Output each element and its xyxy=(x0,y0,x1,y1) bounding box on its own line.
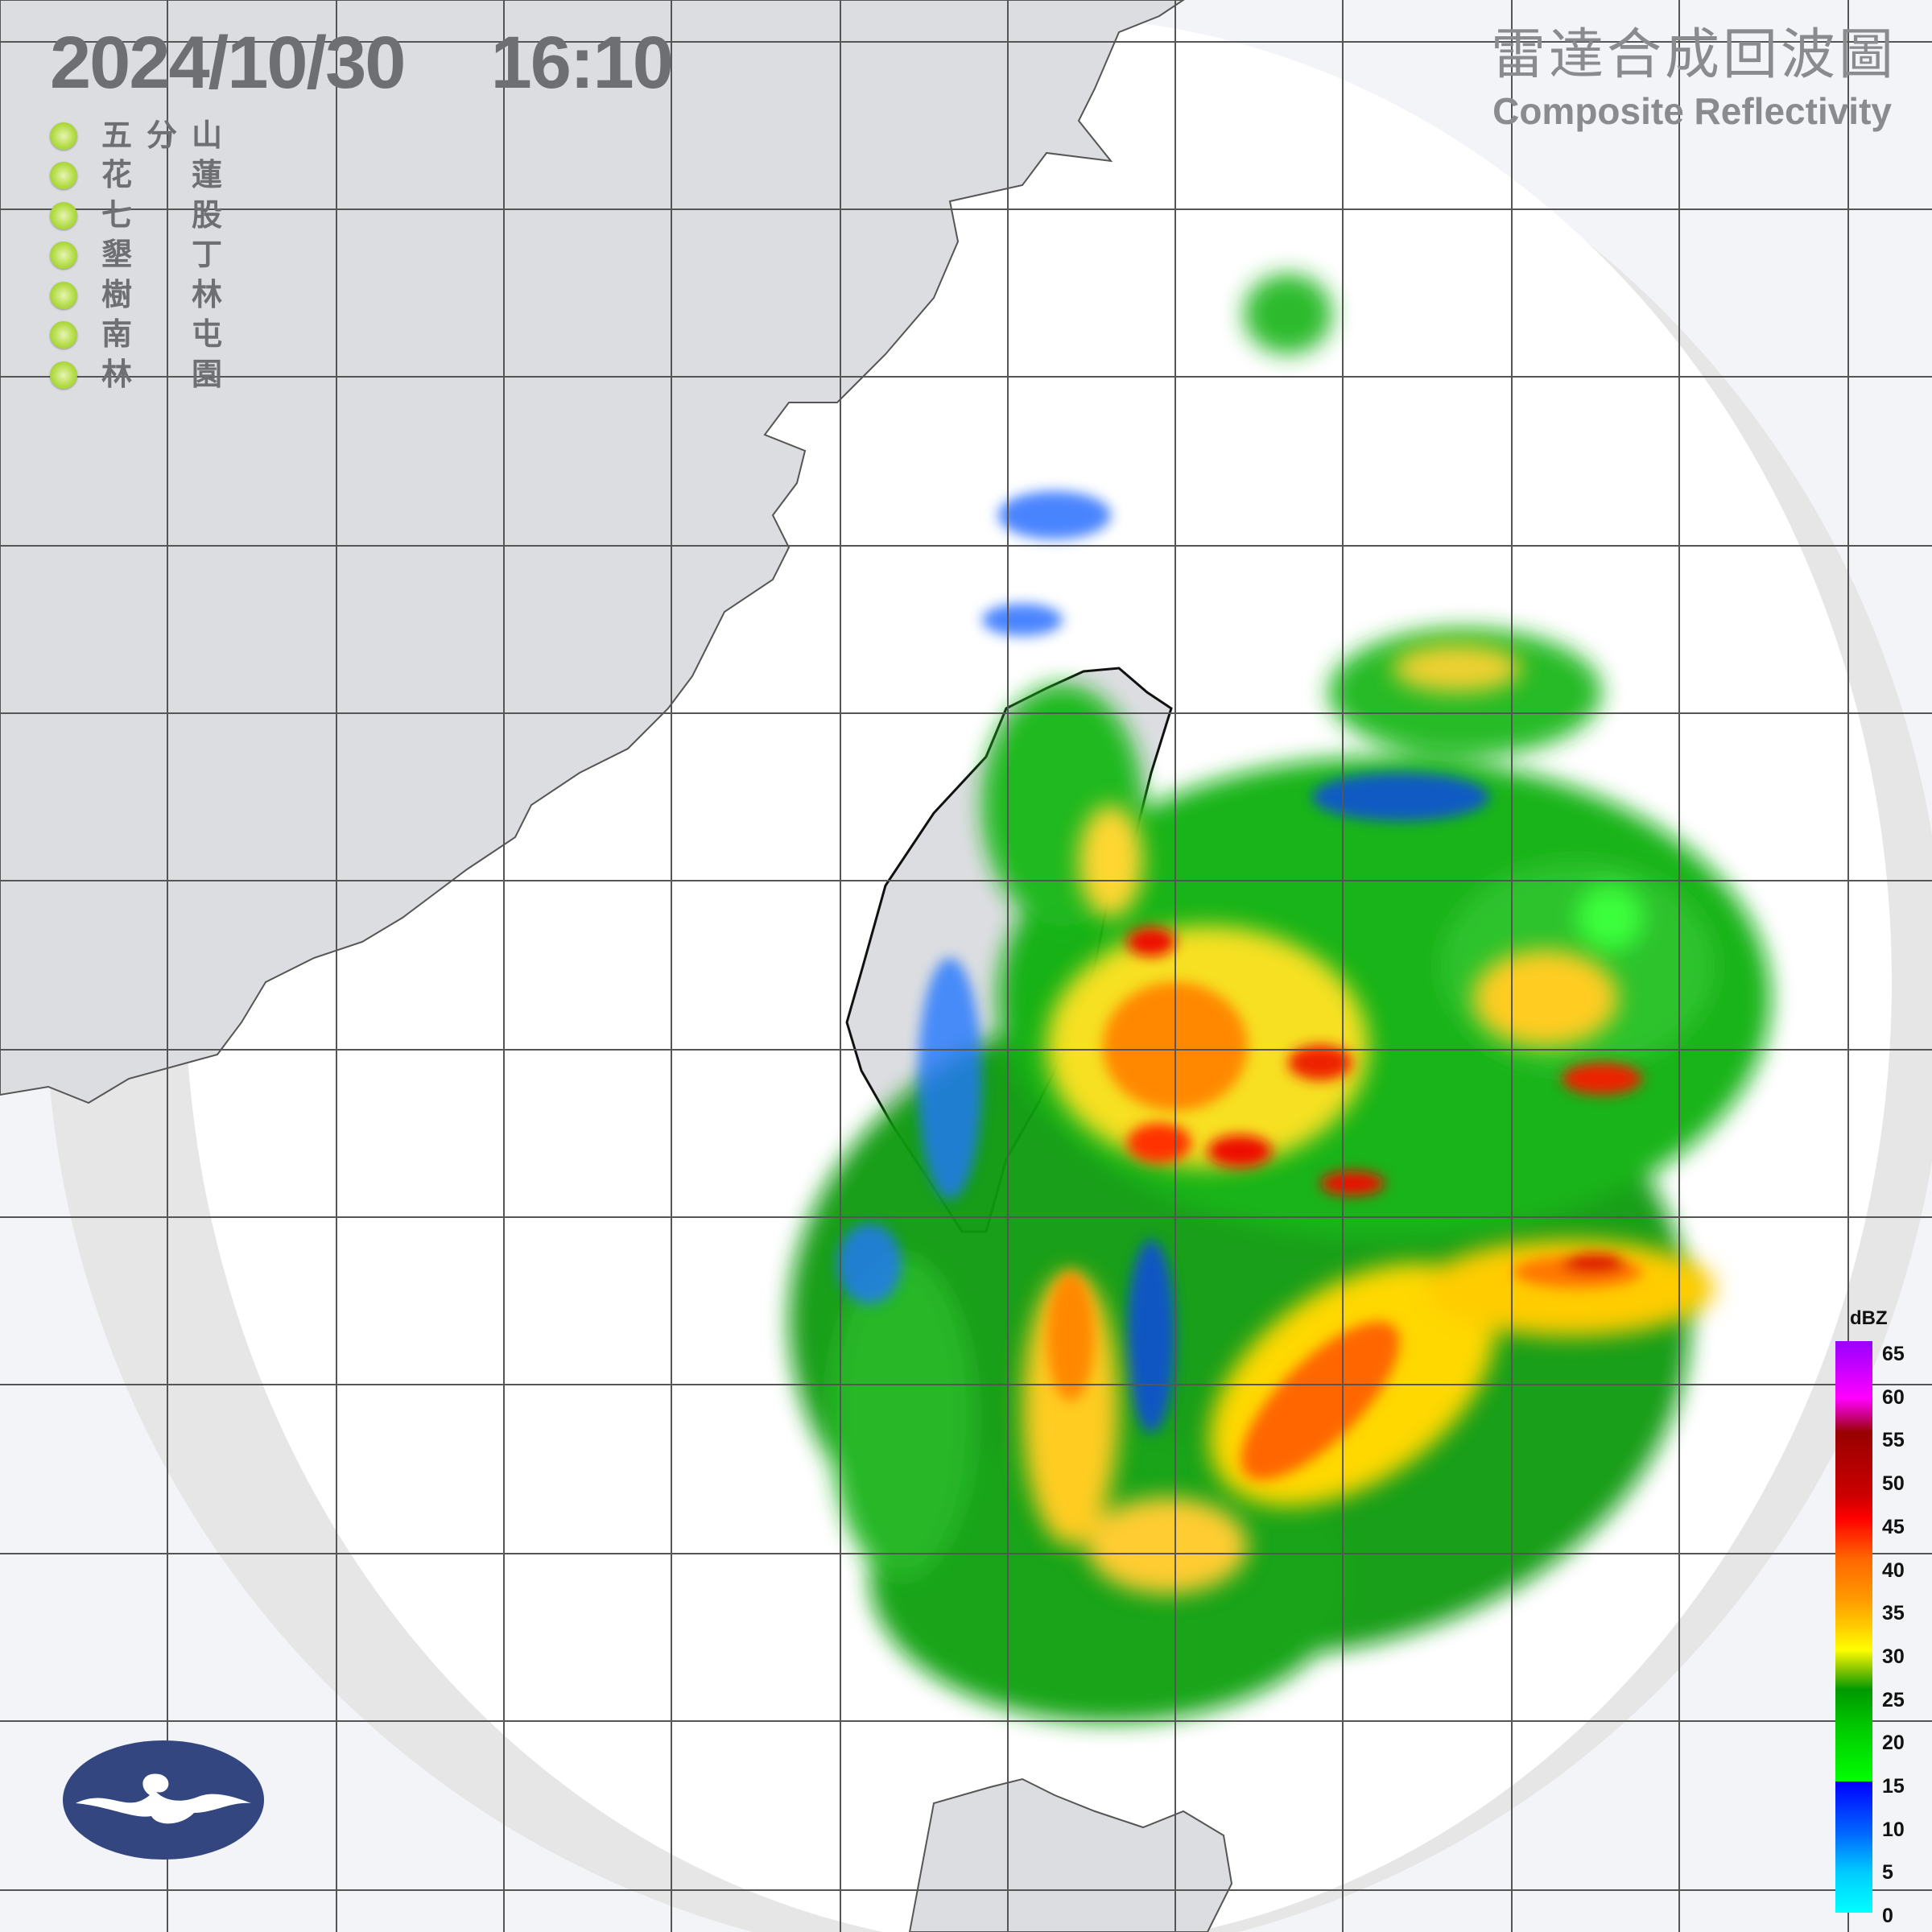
station-status-icon xyxy=(50,361,77,389)
legend-tick-label: 0 xyxy=(1882,1905,1893,1928)
legend-tick-label: 60 xyxy=(1882,1385,1905,1409)
legend-tick-label: 55 xyxy=(1882,1429,1905,1452)
legend-tick-label: 20 xyxy=(1882,1732,1905,1755)
legend-color-bar xyxy=(1835,1341,1872,1913)
station-item: 墾丁 xyxy=(50,236,222,276)
station-status-icon xyxy=(50,321,77,349)
station-name-char: 南 xyxy=(101,318,133,353)
station-item: 樹林 xyxy=(50,275,222,316)
station-name-char: 蓮 xyxy=(191,159,222,193)
station-name-char: 園 xyxy=(191,357,222,392)
station-name-char: 股 xyxy=(191,198,222,233)
station-item: 花蓮 xyxy=(50,156,222,196)
station-name-char: 墾 xyxy=(101,238,133,273)
map-title-chinese: 雷達合成回波圖 xyxy=(1490,24,1897,85)
station-status-icon xyxy=(50,122,77,150)
observation-timestamp: 2024/10/30 16:10 xyxy=(50,22,674,104)
legend-tick-label: 40 xyxy=(1882,1558,1905,1582)
china-coast-land xyxy=(0,0,1185,1104)
legend-tick-label: 50 xyxy=(1882,1472,1905,1496)
station-status-icon xyxy=(50,242,77,270)
legend-tick-label: 45 xyxy=(1882,1515,1905,1538)
station-name-char: 花 xyxy=(101,159,133,193)
station-name-char: 林 xyxy=(191,278,222,312)
station-item: 五分山 xyxy=(50,116,222,156)
legend-tick-label: 30 xyxy=(1882,1645,1905,1668)
legend-tick-label: 5 xyxy=(1882,1861,1893,1885)
legend-unit: dBZ xyxy=(1850,1307,1888,1329)
radar-station-list: 五分山 花蓮 七股 墾丁 樹林 南屯 林園 xyxy=(50,116,222,395)
legend-tick-label: 35 xyxy=(1882,1602,1905,1625)
philippines-land xyxy=(908,1777,1233,1932)
station-item: 南屯 xyxy=(50,316,222,356)
station-item: 林園 xyxy=(50,355,222,395)
legend-tick-label: 15 xyxy=(1882,1775,1905,1798)
legend-tick-label: 25 xyxy=(1882,1688,1905,1711)
station-item: 七股 xyxy=(50,196,222,236)
station-name-char: 五 xyxy=(101,118,133,153)
station-name-char: 山 xyxy=(191,118,222,153)
station-name-char: 七 xyxy=(101,198,133,233)
station-name-char: 屯 xyxy=(191,318,222,353)
station-name-char: 林 xyxy=(101,357,133,392)
legend-tick-label: 10 xyxy=(1882,1818,1905,1841)
station-name-char: 樹 xyxy=(101,278,133,312)
station-name-char: 分 xyxy=(146,118,177,153)
map-title-english: Composite Reflectivity xyxy=(1492,90,1892,132)
station-status-icon xyxy=(50,281,77,309)
radar-echoes xyxy=(789,274,1771,1723)
cwa-logo xyxy=(63,1740,264,1860)
station-status-icon xyxy=(50,201,77,229)
dbz-color-legend: dBZ 65 60 55 50 45 40 35 30 25 20 15 10 5 0 xyxy=(1827,1304,1932,1932)
station-name-char: 丁 xyxy=(191,238,222,273)
station-status-icon xyxy=(50,162,77,190)
legend-tick-label: 65 xyxy=(1882,1343,1905,1365)
